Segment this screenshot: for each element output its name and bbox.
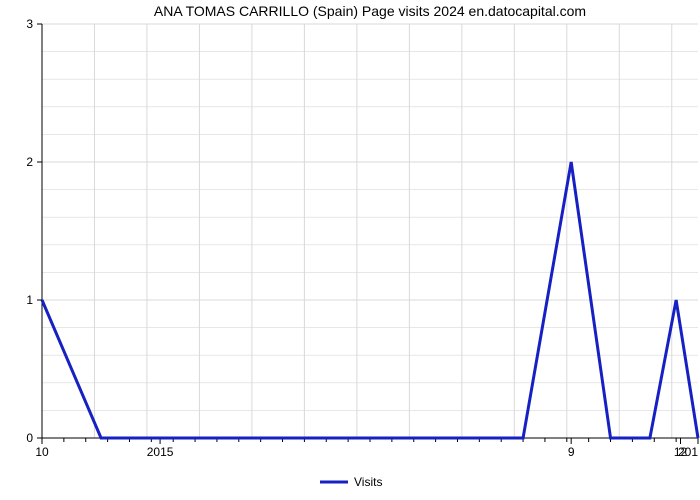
chart-svg: 0123102015912201ANA TOMAS CARRILLO (Spai…	[0, 0, 700, 500]
chart-bg	[0, 0, 700, 500]
y-tick-label: 0	[26, 431, 33, 445]
x-tick-label: 2015	[147, 445, 174, 459]
y-tick-label: 3	[26, 17, 33, 31]
legend-label: Visits	[354, 475, 382, 489]
x-tick-label: 9	[568, 445, 575, 459]
line-chart: 0123102015912201ANA TOMAS CARRILLO (Spai…	[0, 0, 700, 500]
x-tick-label: 10	[35, 445, 49, 459]
y-tick-label: 2	[26, 155, 33, 169]
chart-title: ANA TOMAS CARRILLO (Spain) Page visits 2…	[154, 3, 586, 19]
y-tick-label: 1	[26, 293, 33, 307]
x-tick-label: 201	[678, 445, 698, 459]
